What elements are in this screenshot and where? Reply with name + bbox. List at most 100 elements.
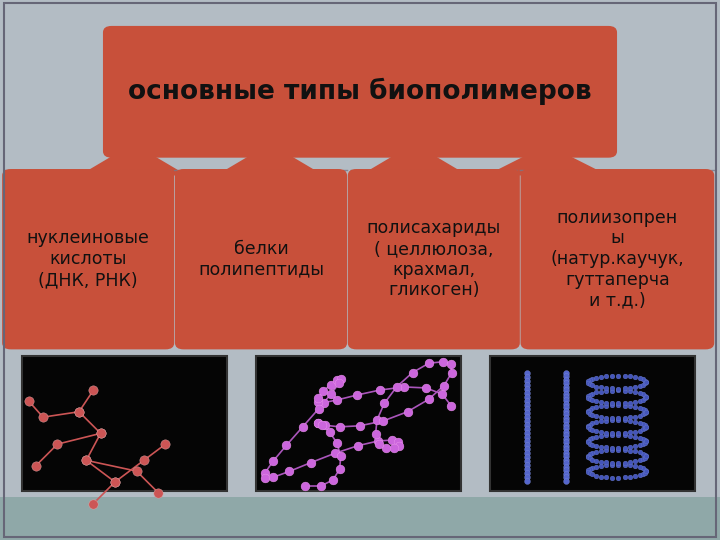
Point (81, 456, 92, 464)
Point (613, 399, 624, 408)
Point (613, 386, 624, 395)
Point (559, 396, 571, 405)
Point (637, 440, 649, 449)
Point (30, 461, 42, 470)
Point (639, 436, 651, 444)
Point (559, 441, 571, 450)
Point (640, 437, 652, 446)
Point (584, 465, 595, 474)
Point (95, 429, 107, 437)
Point (639, 465, 651, 474)
Point (613, 473, 624, 482)
Point (312, 419, 324, 428)
Point (521, 372, 532, 381)
Polygon shape (216, 151, 324, 176)
Point (559, 414, 571, 422)
Point (637, 390, 649, 399)
Point (559, 435, 571, 443)
Point (640, 467, 652, 476)
Point (73, 408, 85, 416)
Point (352, 441, 364, 450)
Point (521, 412, 532, 421)
Point (559, 372, 571, 380)
Point (388, 444, 400, 453)
Point (634, 456, 645, 464)
Point (624, 387, 636, 395)
Point (582, 466, 594, 475)
Point (109, 478, 121, 487)
Point (637, 381, 649, 389)
Point (618, 429, 630, 437)
Point (372, 437, 384, 445)
Point (559, 448, 571, 457)
Point (436, 390, 448, 399)
Point (584, 409, 595, 418)
Point (587, 434, 598, 442)
Point (559, 452, 571, 461)
Point (606, 399, 618, 408)
Point (639, 454, 651, 462)
Point (584, 435, 595, 444)
Point (613, 446, 624, 454)
Point (315, 482, 326, 490)
Point (639, 394, 651, 403)
Point (634, 448, 645, 457)
FancyBboxPatch shape (2, 169, 174, 349)
Point (590, 456, 602, 465)
Point (559, 386, 571, 394)
Point (606, 429, 618, 437)
Point (600, 443, 612, 452)
Point (587, 404, 598, 413)
Point (267, 457, 279, 465)
Point (521, 460, 532, 469)
Point (521, 416, 532, 425)
Point (587, 449, 598, 457)
Point (559, 393, 571, 401)
Point (559, 473, 571, 482)
Point (374, 439, 385, 448)
Bar (490, 356, 695, 491)
Point (624, 428, 636, 437)
Point (317, 421, 328, 429)
Point (606, 386, 618, 395)
Point (320, 421, 331, 430)
Point (624, 461, 636, 470)
Point (590, 412, 602, 421)
Point (590, 448, 602, 456)
Point (521, 408, 532, 417)
Point (595, 472, 606, 481)
Point (634, 403, 645, 412)
Point (420, 383, 432, 392)
Point (600, 387, 612, 395)
Point (639, 421, 651, 429)
Point (606, 372, 618, 380)
Point (109, 478, 121, 487)
Point (630, 472, 642, 481)
Point (630, 373, 642, 381)
Point (637, 464, 649, 472)
Point (312, 394, 324, 402)
Point (637, 395, 649, 404)
Point (624, 399, 636, 407)
Point (559, 375, 571, 384)
Point (559, 421, 571, 429)
Point (600, 399, 612, 407)
Point (391, 382, 402, 391)
Point (88, 386, 99, 394)
Point (630, 417, 642, 426)
Point (582, 438, 594, 447)
Point (630, 413, 642, 421)
Point (313, 404, 325, 413)
Point (378, 416, 390, 425)
Point (618, 386, 630, 395)
Point (600, 458, 612, 467)
Point (521, 376, 532, 385)
Point (521, 392, 532, 401)
Point (595, 373, 606, 381)
Point (606, 431, 618, 440)
Point (332, 375, 343, 384)
Point (587, 411, 598, 420)
FancyBboxPatch shape (175, 169, 347, 349)
Point (305, 458, 316, 467)
Text: белки
полипептиды: белки полипептиды (198, 240, 324, 279)
